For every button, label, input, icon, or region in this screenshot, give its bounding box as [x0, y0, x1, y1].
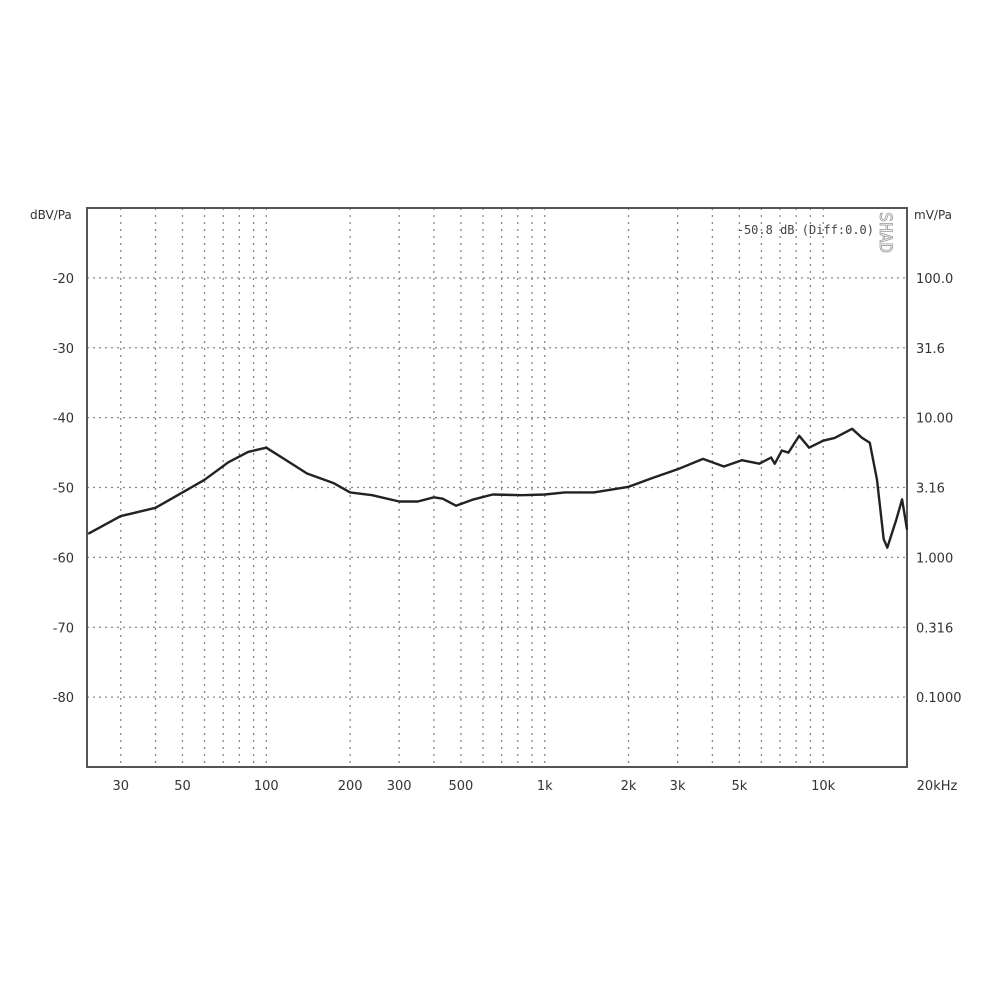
y-tick-label-left: -20: [53, 272, 74, 287]
data-point: [901, 498, 903, 501]
data-point: [181, 491, 184, 494]
data-point: [822, 439, 824, 442]
data-point: [798, 434, 800, 437]
data-point: [895, 518, 898, 521]
data-point: [787, 451, 790, 454]
y-tick-label-right: 3.16: [916, 482, 945, 497]
data-point: [349, 491, 351, 494]
y-tick-label-left: -30: [53, 342, 74, 357]
y-tick-label-right: 1.000: [916, 551, 953, 566]
data-point: [441, 497, 444, 500]
data-point: [563, 491, 566, 494]
x-tick-label: 30: [112, 779, 129, 794]
x-tick-label: 300: [387, 779, 412, 794]
data-point: [119, 515, 122, 517]
x-tick-label: 1k: [537, 779, 553, 794]
watermark-logo: SHAD: [875, 212, 895, 253]
data-point: [702, 458, 704, 460]
x-tick-label: 3k: [670, 779, 686, 794]
data-point: [433, 496, 435, 499]
data-point: [808, 446, 810, 449]
data-point: [758, 462, 761, 465]
y-tick-label-right: 100.0: [916, 272, 953, 287]
level-readout: -50.8 dB (Diff:0.0): [737, 223, 874, 237]
data-point: [333, 482, 335, 485]
y-tick-label-left: -40: [53, 412, 74, 427]
data-point: [154, 506, 157, 509]
data-point: [876, 479, 878, 481]
data-point: [627, 486, 630, 488]
x-tick-label: 500: [449, 779, 474, 794]
data-point: [886, 546, 889, 549]
data-point: [247, 451, 249, 453]
data-point: [416, 500, 419, 503]
data-point: [521, 494, 524, 496]
series-line-0: [88, 427, 909, 549]
data-point: [740, 459, 743, 462]
data-point: [455, 504, 457, 507]
data-point: [868, 441, 871, 444]
x-tick-label: 10k: [811, 779, 836, 794]
plot-frame: [86, 207, 908, 768]
data-point: [882, 538, 885, 541]
data-point: [87, 532, 90, 535]
x-tick-label: 20kHz: [917, 779, 958, 794]
data-point: [491, 493, 494, 496]
x-tick-label: 100: [254, 779, 279, 794]
data-point: [780, 449, 783, 452]
data-point: [723, 465, 725, 468]
data-point: [906, 528, 908, 531]
data-point: [287, 460, 290, 463]
x-tick-label: 50: [174, 779, 191, 794]
x-tick-label: 200: [338, 779, 363, 794]
data-point: [472, 498, 475, 501]
y-tick-label-right: 0.1000: [916, 691, 962, 706]
x-tick-label: 5k: [731, 779, 747, 794]
y-axis-label-right: mV/Pa: [914, 208, 952, 222]
y-tick-label-left: -80: [53, 691, 74, 706]
y-tick-label-right: 31.6: [916, 342, 945, 357]
grid: [87, 208, 907, 767]
y-axis-label-left: dBV/Pa: [30, 208, 72, 222]
data-point: [773, 462, 776, 465]
data-point: [543, 493, 546, 496]
y-tick-label-right: 0.316: [916, 621, 953, 636]
data-point: [770, 456, 772, 459]
x-tick-label: 2k: [621, 779, 637, 794]
data-point: [306, 472, 308, 475]
y-tick-label-left: -60: [53, 551, 74, 566]
data-point: [861, 437, 863, 439]
y-tick-label-right: 10.00: [916, 412, 953, 427]
y-tick-label-left: -50: [53, 482, 74, 497]
data-point: [851, 428, 853, 430]
data-point: [592, 491, 595, 494]
data-point: [676, 468, 679, 471]
data-point: [203, 479, 206, 481]
y-tick-label-left: -70: [53, 621, 74, 636]
data-point: [227, 461, 230, 464]
data-point: [652, 476, 654, 479]
data-point: [265, 446, 268, 449]
data-point: [833, 437, 836, 439]
data-point: [398, 500, 400, 503]
data-point: [371, 494, 373, 496]
